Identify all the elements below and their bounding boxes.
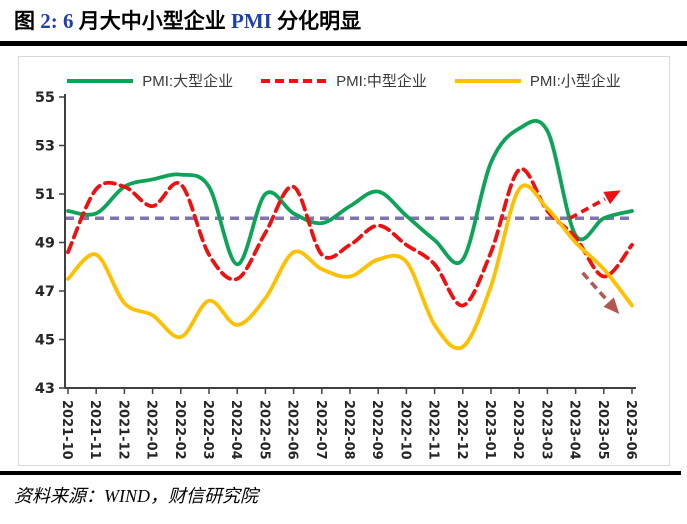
- annotation-arrow-shaft-up-right: [569, 197, 606, 220]
- x-tick-label: 2022-07: [313, 400, 328, 460]
- x-tick-label: 2023-05: [595, 400, 610, 460]
- x-tick-label: 2022-08: [341, 400, 356, 460]
- y-tick-label: 43: [35, 381, 55, 397]
- x-tick-label: 2022-04: [228, 400, 243, 460]
- annotation-arrow-head-down-right: [603, 297, 620, 315]
- annotation-arrow-shaft-down-right: [581, 271, 609, 302]
- x-tick-label: 2022-03: [200, 400, 215, 460]
- legend-swatch-small: [454, 78, 521, 83]
- series-line-small: [66, 183, 634, 351]
- figure-title-segment: PMI: [231, 9, 278, 33]
- x-tick-label: 2022-09: [369, 400, 384, 460]
- chart-panel: PMI:大型企业 PMI:中型企业 PMI:小型企业 43 45 47 49 51 53 5…: [18, 56, 670, 466]
- annotation-arrow-head-up-right: [603, 190, 621, 205]
- figure-title-segment: 2: 6: [40, 9, 79, 33]
- figure-title-segment: 月大中小型企业: [78, 9, 231, 33]
- figure-title-segment: 图: [14, 9, 41, 33]
- x-tick-label: 2021-12: [115, 400, 130, 460]
- figure-title: 图 2: 6 月大中小型企业 PMI 分化明显: [14, 7, 673, 35]
- legend-item-large: PMI:大型企业: [67, 70, 233, 91]
- x-tick-label: 2023-03: [538, 400, 553, 460]
- report-figure: 图 2: 6 月大中小型企业 PMI 分化明显 PMI:大型企业 PMI:中型企…: [0, 7, 687, 508]
- pmi-chart-svg: 43 45 47 49 51 53 55 2021-10 2021-11 2021-12 2022-…: [35, 91, 638, 460]
- x-tick-label: 2023-06: [623, 400, 638, 460]
- legend-swatch-large: [67, 78, 134, 83]
- y-tick-label: 47: [35, 284, 55, 300]
- y-tick-label: 53: [35, 139, 55, 155]
- x-tick-label: 2021-10: [59, 400, 74, 460]
- legend-label-large: PMI:大型企业: [142, 73, 234, 90]
- y-tick-label: 55: [35, 91, 55, 106]
- x-tick-label: 2021-11: [87, 400, 102, 460]
- legend-label-medium: PMI:中型企业: [336, 73, 427, 90]
- x-tick-label: 2022-11: [426, 400, 441, 460]
- bottom-rule: [0, 471, 681, 475]
- x-tick-label: 2022-02: [172, 400, 187, 460]
- series-line-medium: [66, 167, 634, 308]
- chart-legend: PMI:大型企业 PMI:中型企业 PMI:小型企业: [19, 57, 669, 91]
- source-note: 资料来源：WIND，财信研究院: [14, 486, 258, 506]
- legend-swatch-medium: [261, 78, 328, 83]
- x-tick-label: 2023-04: [567, 400, 582, 460]
- x-tick-label: 2023-02: [510, 400, 525, 460]
- y-tick-label: 51: [35, 187, 55, 203]
- legend-item-medium: PMI:中型企业: [261, 70, 427, 91]
- y-tick-label: 49: [35, 236, 55, 252]
- x-tick-label: 2022-05: [256, 400, 271, 460]
- x-tick-label: 2022-10: [397, 400, 412, 460]
- y-tick-label: 45: [35, 333, 55, 349]
- x-tick-label: 2023-01: [482, 400, 497, 460]
- title-underline: [0, 41, 687, 46]
- x-tick-label: 2022-06: [285, 400, 300, 460]
- x-tick-label: 2022-01: [144, 400, 159, 460]
- figure-title-segment: 分化明显: [277, 9, 362, 33]
- x-tick-label: 2022-12: [454, 400, 469, 460]
- legend-item-small: PMI:小型企业: [454, 70, 621, 91]
- legend-label-small: PMI:小型企业: [529, 73, 621, 90]
- series-line-large: [66, 119, 634, 267]
